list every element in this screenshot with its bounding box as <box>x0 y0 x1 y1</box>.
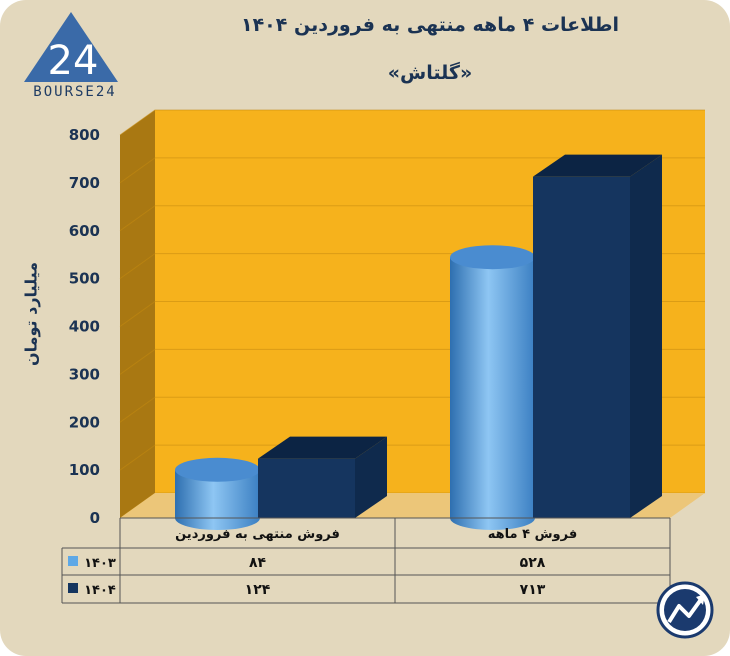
logo-triangle <box>24 12 118 82</box>
y-tick-label: 300 <box>69 365 100 383</box>
legend-swatch-۱۴۰۳ <box>68 556 78 566</box>
chart-subtitle: «گلتاش» <box>387 62 473 84</box>
gridline <box>119 205 705 232</box>
data-value-label: ۸۴ <box>249 555 267 571</box>
bar-1404-0 <box>258 458 355 518</box>
bar-1404-side-1 <box>630 154 662 518</box>
data-value-label: ۵۲۸ <box>520 555 546 571</box>
data-value-label: ۱۲۴ <box>245 582 271 598</box>
logo-mark: 24 <box>48 38 99 84</box>
y-tick-label: 0 <box>90 509 100 527</box>
bar-1404-1 <box>533 176 630 518</box>
chart-title: اطلاعات ۴ ماهه منتهی به فروردین ۱۴۰۴ <box>240 14 619 36</box>
y-tick-label: 700 <box>69 174 100 192</box>
bar-1403-0 <box>175 469 260 530</box>
category-label: فروش ۴ ماهه <box>488 527 577 542</box>
y-tick-label: 100 <box>69 461 100 479</box>
bar-1404-side-0 <box>355 436 387 518</box>
logo-text: BOURSE24 <box>33 84 117 100</box>
data-value-label: ۷۱۳ <box>520 582 546 598</box>
badge-arrow-head <box>696 594 705 605</box>
trend-arrow-icon <box>656 581 714 639</box>
y-tick-label: 200 <box>69 413 100 431</box>
y-tick-label: 600 <box>69 222 100 240</box>
bar-1404-top-1 <box>533 154 662 177</box>
y-tick-label: 400 <box>69 318 100 336</box>
gridline <box>119 109 705 136</box>
legend-swatch-۱۴۰۴ <box>68 583 78 593</box>
category-label: فروش منتهی به فروردین <box>175 527 340 542</box>
gridline <box>119 157 705 184</box>
bar-1403-top-1 <box>450 245 535 270</box>
bourse24-logo: 24 <box>24 12 118 84</box>
y-tick-label: 500 <box>69 270 100 288</box>
y-tick-label: 800 <box>69 126 100 144</box>
bar-1403-1 <box>450 257 535 530</box>
badge-arrow <box>667 596 704 624</box>
bar-1403-top-0 <box>175 457 260 482</box>
legend-label: ۱۴۰۳ <box>84 556 116 571</box>
legend-label: ۱۴۰۴ <box>84 583 116 598</box>
bar-1404-top-0 <box>258 436 387 459</box>
